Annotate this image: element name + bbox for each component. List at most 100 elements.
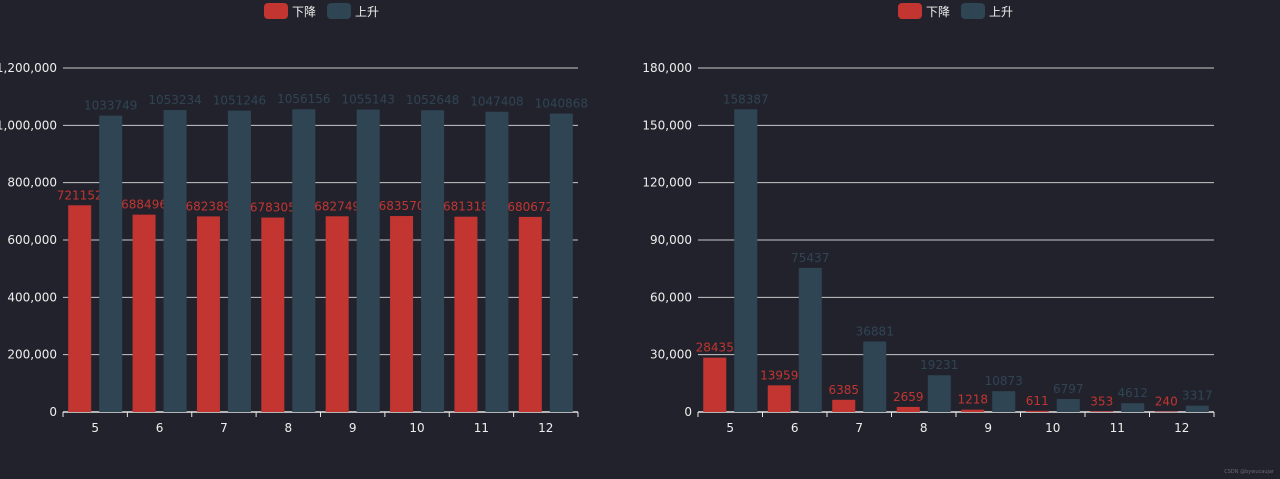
chart2-data-label-up: 4612 [1117,386,1148,400]
chart2-bar-down [896,406,920,412]
watermark: CSDN @bywucaujar [1224,469,1274,475]
chart2-legend-label-up: 上升 [989,5,1013,19]
chart2-x-tick-label: 10 [1045,421,1060,435]
chart1-x-tick-label: 7 [220,421,228,435]
chart1-x-tick-label: 9 [349,421,357,435]
chart2-data-label-up: 75437 [791,251,829,265]
chart1-x-tick-label: 12 [538,421,553,435]
chart2-y-tick-label: 180,000 [642,61,692,75]
chart1-bar-down [325,216,349,412]
chart1-legend-label-down: 下降 [292,5,316,19]
chart2-data-label-up: 6797 [1053,382,1084,396]
chart1-data-label-down: 678305 [250,201,296,215]
chart1-bar-down [390,216,414,412]
chart2-y-tick-label: 90,000 [650,233,692,247]
chart1-legend-swatch-up [327,3,351,19]
chart1-bar-up [163,110,187,412]
chart2-bar-up [863,341,887,412]
chart2-x-tick-label: 9 [984,421,992,435]
chart1-bar-up [99,115,123,412]
chart2-bar-up [1056,399,1080,412]
chart2-x-tick-label: 5 [726,421,734,435]
chart1-data-label-up: 1033749 [84,99,137,113]
chart2-data-label-down: 240 [1155,395,1178,409]
chart1-legend-label-up: 上升 [355,5,379,19]
chart2-data-label-up: 10873 [985,374,1023,388]
chart2-bar-down [961,409,985,412]
chart2-data-label-down: 28435 [696,341,734,355]
chart2-data-label-up: 19231 [920,358,958,372]
chart2-y-tick-label: 60,000 [650,290,692,304]
chart2-data-label-down: 13959 [760,368,798,382]
chart1-data-label-up: 1051246 [213,94,266,108]
chart2-bar-up [927,375,951,412]
chart1-bar-up [485,111,509,412]
chart1-bar-up [292,109,316,412]
chart2-legend-swatch-down [898,3,922,19]
chart2-bar-up [798,267,822,412]
chart1-y-tick-label: 200,000 [7,348,57,362]
chart2-bar-up [992,391,1016,412]
chart1-x-tick-label: 10 [409,421,424,435]
chart2-legend-swatch-up [961,3,985,19]
chart1-bar-down [454,216,478,412]
chart1-y-tick-label: 0 [49,405,57,419]
chart1-data-label-down: 681318 [443,200,489,214]
chart1-data-label-down: 682389 [186,199,232,213]
chart2-x-tick-label: 7 [855,421,863,435]
chart1-data-label-down: 721152 [57,188,103,202]
chart2-legend-label-down: 下降 [926,5,950,19]
chart2-data-label-up: 36881 [856,325,894,339]
chart1-data-label-down: 680672 [507,200,553,214]
chart1-data-label-up: 1056156 [277,92,330,106]
chart2-bar-up [1185,405,1209,412]
chart1-bar-up [227,110,251,412]
chart1-data-label-up: 1040868 [535,97,588,111]
chart2-data-label-up: 3317 [1182,389,1213,403]
chart1-data-label-up: 1047408 [470,95,523,109]
chart1-x-tick-label: 8 [284,421,292,435]
chart1-data-label-down: 683570 [379,199,425,213]
chart1-bar-up [549,113,573,412]
chart1-bar-up [421,110,445,412]
chart2-data-label-down: 1218 [957,393,988,407]
chart2-bar-down [1090,411,1114,412]
chart1-data-label-up: 1055143 [341,93,394,107]
chart1-y-tick-label: 1,200,000 [0,61,57,75]
chart1-bar-down [68,205,92,412]
chart1-y-tick-label: 600,000 [7,233,57,247]
chart2-bar-down [1154,411,1178,413]
chart2-bar-up [1121,403,1145,412]
chart1-legend-swatch-down [264,3,288,19]
chart2-bar-down [703,357,727,412]
chart1-data-label-down: 688496 [121,198,167,212]
chart2-data-label-up: 158387 [723,92,769,106]
chart2-x-tick-label: 8 [920,421,928,435]
chart1-x-tick-label: 5 [91,421,99,435]
chart2-data-label-down: 611 [1026,394,1049,408]
chart2-bar-up [734,109,758,413]
chart1-bar-down [518,216,542,412]
chart1-data-label-down: 682749 [314,199,360,213]
chart1-x-tick-label: 6 [156,421,164,435]
chart2-x-tick-label: 12 [1174,421,1189,435]
chart1-data-label-up: 1053234 [148,93,201,107]
chart1-bar-down [132,214,156,412]
chart1-y-tick-label: 1,000,000 [0,118,57,132]
chart1-data-label-up: 1052648 [406,93,459,107]
chart2-y-tick-label: 0 [684,405,692,419]
chart2-y-tick-label: 150,000 [642,118,692,132]
chart2-bar-down [1025,410,1049,412]
chart2-x-tick-label: 11 [1110,421,1125,435]
chart1-bar-down [196,216,220,412]
chart1-x-tick-label: 11 [474,421,489,435]
chart1-y-tick-label: 400,000 [7,290,57,304]
chart2-y-tick-label: 120,000 [642,176,692,190]
chart2-bar-down [832,399,856,412]
chart2-data-label-down: 353 [1090,394,1113,408]
chart2-bar-down [767,385,791,412]
chart1-bar-down [261,217,285,412]
chart1-y-tick-label: 800,000 [7,176,57,190]
chart2-y-tick-label: 30,000 [650,348,692,362]
